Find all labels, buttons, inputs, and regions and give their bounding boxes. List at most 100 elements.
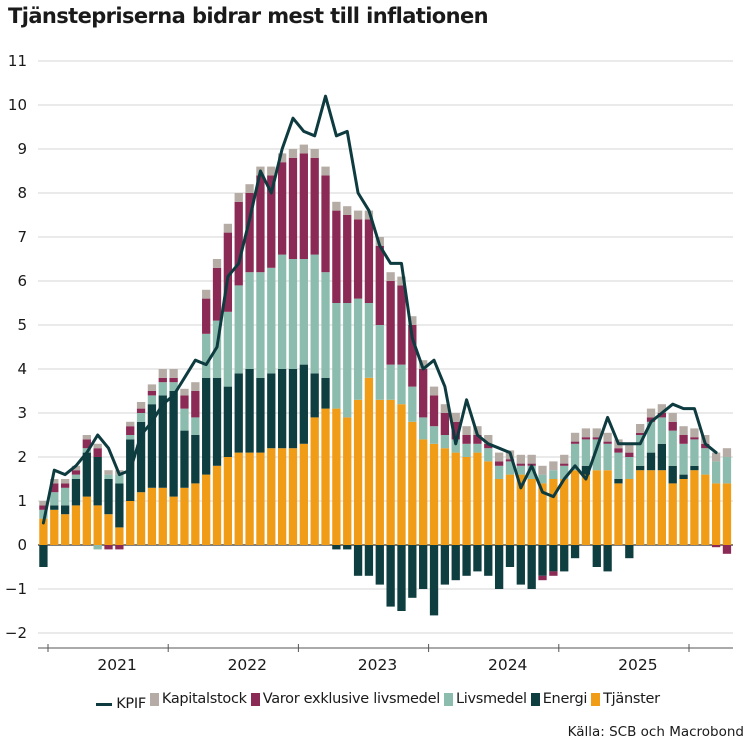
bar-tjänster-18 (234, 452, 243, 545)
bar-livsmedel-63 (722, 457, 732, 484)
bar-varor-exklusive-livsmedel-25 (310, 157, 319, 255)
bar-varor-exklusive-livsmedel-28 (343, 215, 352, 303)
bar-kapitalstock-33 (397, 276, 406, 286)
bar-kapitalstock-46 (538, 465, 547, 475)
bar-livsmedel-22 (277, 254, 287, 369)
legend-swatch-3 (443, 692, 453, 706)
bar-varor-exklusive-livsmedel-46 (538, 575, 547, 581)
bar-tjänster-4 (82, 496, 91, 545)
bar-varor-exklusive-livsmedel-1 (50, 483, 59, 493)
bar-kapitalstock-55 (636, 424, 645, 433)
bar-kapitalstock-49 (570, 432, 580, 442)
bar-energi-6 (104, 479, 113, 515)
bar-tjänster-34 (408, 421, 417, 545)
bar-varor-exklusive-livsmedel-12 (169, 377, 178, 383)
bar-energi-49 (570, 545, 580, 559)
x-tick-label-2021: 2021 (97, 656, 136, 674)
bar-energi-1 (50, 505, 59, 510)
bar-kapitalstock-15 (202, 289, 211, 299)
bar-energi-56 (646, 452, 656, 471)
bar-kapitalstock-47 (549, 461, 558, 471)
bar-varor-exklusive-livsmedel-42 (494, 461, 504, 466)
bar-livsmedel-25 (310, 254, 319, 374)
bar-tjänster-33 (397, 404, 406, 545)
bar-livsmedel-11 (158, 382, 167, 396)
bar-varor-exklusive-livsmedel-55 (636, 432, 645, 435)
legend-label-4: Energi (542, 691, 588, 707)
bar-livsmedel-53 (614, 452, 623, 479)
bar-varor-exklusive-livsmedel-27 (332, 210, 341, 303)
bar-kapitalstock-42 (494, 452, 504, 462)
bar-kapitalstock-8 (126, 421, 135, 427)
bar-livsmedel-10 (147, 395, 157, 405)
bar-tjänster-63 (722, 483, 732, 545)
legend-swatch-4 (530, 692, 540, 706)
bar-tjänster-10 (147, 487, 157, 545)
y-tick-label-1: −1 (5, 580, 27, 598)
bar-varor-exklusive-livsmedel-62 (711, 545, 721, 548)
bar-tjänster-6 (104, 514, 113, 545)
bar-livsmedel-24 (299, 259, 308, 365)
x-tick-label-2024: 2024 (488, 656, 527, 674)
bar-varor-exklusive-livsmedel-59 (679, 435, 688, 444)
bar-kapitalstock-0 (39, 501, 48, 506)
legend-swatch-0 (96, 702, 113, 706)
bar-energi-45 (527, 545, 536, 589)
bar-kapitalstock-51 (592, 428, 601, 438)
bar-energi-57 (657, 443, 667, 471)
bar-tjänster-27 (332, 408, 341, 545)
bar-varor-exklusive-livsmedel-10 (147, 391, 157, 396)
bar-livsmedel-30 (364, 303, 374, 378)
bar-tjänster-16 (212, 465, 222, 545)
bar-kapitalstock-54 (625, 443, 634, 453)
bar-tjänster-2 (60, 514, 70, 545)
bar-varor-exklusive-livsmedel-29 (353, 219, 363, 299)
bar-kapitalstock-4 (82, 435, 91, 440)
bar-tjänster-23 (288, 448, 298, 545)
y-tick-label-13: 11 (8, 52, 27, 70)
legend-item-0: KPIF (96, 696, 146, 712)
bar-varor-exklusive-livsmedel-19 (245, 193, 254, 273)
bar-kapitalstock-19 (245, 184, 254, 193)
bar-livsmedel-50 (581, 439, 591, 466)
bar-tjänster-47 (549, 479, 558, 545)
bar-varor-exklusive-livsmedel-49 (570, 441, 580, 444)
bar-tjänster-36 (429, 443, 439, 545)
bar-tjänster-15 (202, 474, 211, 545)
bar-livsmedel-48 (560, 465, 569, 479)
bar-kapitalstock-26 (321, 166, 330, 176)
bar-varor-exklusive-livsmedel-5 (93, 448, 102, 457)
y-tick-label-2: 0 (17, 536, 27, 554)
bar-tjänster-59 (679, 479, 688, 545)
bar-tjänster-0 (39, 518, 48, 545)
y-tick-label-12: 10 (8, 96, 27, 114)
bar-energi-41 (484, 545, 493, 576)
bar-kapitalstock-50 (581, 428, 591, 438)
bar-livsmedel-9 (136, 413, 146, 422)
bar-kapitalstock-38 (451, 413, 460, 422)
bar-kapitalstock-2 (60, 479, 70, 484)
bar-tjänster-7 (115, 527, 124, 545)
bar-kapitalstock-59 (679, 426, 688, 435)
bar-tjänster-13 (180, 487, 189, 545)
bar-varor-exklusive-livsmedel-13 (180, 395, 189, 409)
bar-energi-20 (256, 377, 265, 453)
bar-energi-28 (343, 545, 352, 550)
bar-energi-38 (451, 545, 460, 581)
bar-tjänster-17 (223, 457, 233, 545)
kpif-line-group (41, 94, 718, 525)
x-tick-label-2025: 2025 (618, 656, 657, 674)
bar-varor-exklusive-livsmedel-44 (516, 463, 525, 466)
bar-varor-exklusive-livsmedel-57 (657, 413, 667, 418)
bar-energi-40 (473, 545, 482, 572)
bar-livsmedel-47 (549, 470, 558, 479)
bar-energi-55 (636, 465, 645, 471)
bar-varor-exklusive-livsmedel-2 (60, 483, 70, 488)
bar-livsmedel-61 (701, 448, 710, 475)
bar-energi-9 (136, 421, 146, 493)
bar-energi-17 (223, 386, 233, 457)
bar-livsmedel-44 (516, 465, 525, 475)
bar-varor-exklusive-livsmedel-24 (299, 153, 308, 259)
bar-kapitalstock-29 (353, 210, 363, 220)
bar-kapitalstock-3 (71, 465, 81, 471)
